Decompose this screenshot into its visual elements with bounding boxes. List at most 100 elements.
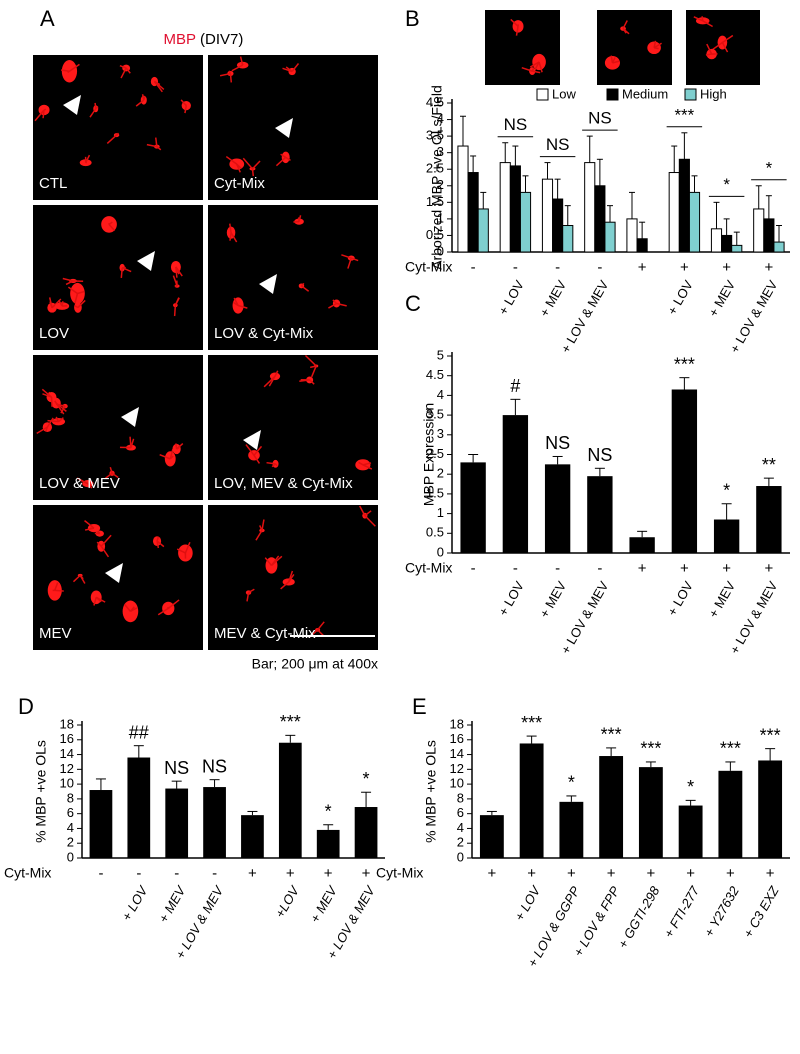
panel-label: E [412,694,427,719]
row-value: - [136,865,141,882]
y-tick-label: 3 [437,426,444,441]
legend-label: Low [552,86,576,101]
annotation: NS [504,115,528,134]
bar [763,218,775,253]
x-tick-label: + MEV [706,277,739,319]
row-value: - [597,259,602,276]
y-tick-label: 2.5 [426,161,444,176]
process [264,557,273,566]
bar [758,760,783,858]
process [622,20,628,29]
bar [713,519,740,553]
y-tick-label: 0 [437,243,444,258]
y-axis-label: MBP Expression [421,403,437,506]
process [532,70,541,74]
process [154,80,161,86]
bar [354,807,378,858]
process [362,464,373,470]
process [229,73,233,83]
process [100,545,110,558]
process [653,47,659,50]
row-value: + [527,865,536,882]
a-title: (DIV7) [200,31,243,48]
bar [477,208,489,253]
arrowhead [105,563,123,583]
row-value: - [513,259,518,276]
bar [718,770,743,858]
process [299,379,310,383]
process [116,132,120,136]
micrograph-label: CTL [39,175,67,192]
process [287,570,294,583]
bar [668,172,680,253]
process [246,592,250,602]
y-tick-label: 2 [437,466,444,481]
process [309,365,317,369]
y-tick-label: 6 [67,805,74,820]
bar [587,476,613,553]
y-tick-label: 16 [60,731,74,746]
process [130,607,138,613]
arrowhead [259,274,277,294]
x-tick-label: + C3 EXZ [740,883,782,941]
process [42,109,45,119]
process [159,453,171,460]
process [538,61,543,73]
process [336,302,347,307]
bar [773,241,785,253]
y-tick-label: 3.5 [426,128,444,143]
process [233,297,239,306]
row-value: + [722,560,731,577]
a-title-marker: MBP [163,31,196,48]
process [291,63,300,72]
y-tick-label: 12 [450,761,464,776]
x-tick-label: + LOV [119,883,151,924]
annotation: NS [202,756,227,776]
annotation: NS [588,109,612,128]
process [60,405,66,414]
y-tick-label: 12 [60,761,74,776]
process [79,574,86,584]
annotation: *** [521,713,542,733]
bar [165,788,189,858]
y-tick-label: 4 [457,820,464,835]
process [261,519,265,531]
y-tick-label: 4.5 [426,367,444,382]
bar [678,158,690,253]
process [84,154,91,163]
process [693,16,704,22]
y-tick-label: 10 [60,776,74,791]
bar [604,221,616,253]
arrowhead [275,118,293,138]
process [62,277,74,282]
x-tick-label: + MEV [537,277,570,319]
micrograph [208,505,378,650]
x-tick-label: + LOV [664,578,696,618]
process [310,365,317,378]
process [74,305,79,309]
bar [127,757,151,858]
annotation: NS [545,433,570,453]
row-value: + [638,560,647,577]
row-value: + [764,560,773,577]
row-value: + [726,865,735,882]
process [350,257,359,262]
process [285,66,293,73]
bar [552,198,564,253]
row-value: - [513,560,518,577]
process [58,299,63,307]
process [521,66,533,72]
process [230,232,238,243]
process [328,302,337,309]
bar [457,145,469,253]
process [60,69,70,73]
y-tick-label: 4 [437,111,444,126]
bar [688,191,701,253]
process [130,438,135,448]
arrowhead [63,95,81,115]
process [69,63,80,72]
process [285,156,291,162]
row-value: + [567,865,576,882]
annotation: NS [546,135,570,154]
